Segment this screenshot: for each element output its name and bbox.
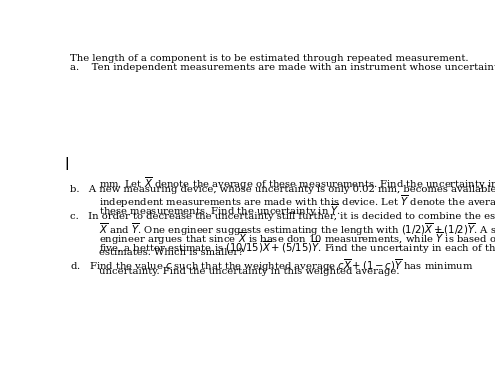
Text: b.   A new measuring device, whose uncertainty is only 0.02 mm, becomes availabl: b. A new measuring device, whose uncerta… — [70, 185, 495, 193]
Text: |: | — [64, 157, 69, 170]
Text: these measurements. Find the uncertainty in $\overline{Y}$.: these measurements. Find the uncertainty… — [99, 203, 341, 219]
Text: independent measurements are made with this device. Let $\overline{Y}$ denote th: independent measurements are made with t… — [99, 193, 495, 210]
Text: mm. Let $\overline{X}$ denote the average of these measurements. Find the uncert: mm. Let $\overline{X}$ denote the averag… — [99, 175, 495, 192]
Text: The length of a component is to be estimated through repeated measurement.: The length of a component is to be estim… — [70, 54, 469, 63]
Text: $\overline{X}$ and $\overline{Y}$. One engineer suggests estimating the length w: $\overline{X}$ and $\overline{Y}$. One e… — [99, 221, 495, 238]
Text: five, a better estimate is $(10/15)\overline{X} + (5/15)\overline{Y}$. Find the : five, a better estimate is $(10/15)\over… — [99, 239, 495, 256]
Text: uncertainty. Find the uncertainty in this weighted average.: uncertainty. Find the uncertainty in thi… — [99, 267, 399, 276]
Text: a.    Ten independent measurements are made with an instrument whose uncertainty: a. Ten independent measurements are made… — [70, 64, 495, 73]
Text: d.   Find the value $c$ such that the weighted average $c\overline{X} + (1-c)\ov: d. Find the value $c$ such that the weig… — [70, 258, 474, 274]
Text: c.   In order to decrease the uncertainty still further, it is decided to combin: c. In order to decrease the uncertainty … — [70, 212, 495, 221]
Text: estimates. Which is smaller?: estimates. Which is smaller? — [99, 249, 244, 257]
Text: engineer argues that since $\overline{X}$ is base don 10 measurements, while $\o: engineer argues that since $\overline{X}… — [99, 230, 495, 247]
